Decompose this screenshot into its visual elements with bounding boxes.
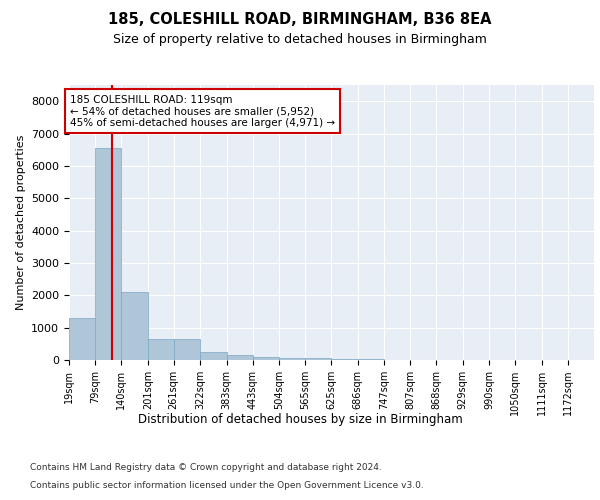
Bar: [95, 148, 121, 360]
Bar: [279, 358, 305, 360]
Bar: [148, 339, 174, 360]
Text: Distribution of detached houses by size in Birmingham: Distribution of detached houses by size …: [137, 412, 463, 426]
Bar: [305, 358, 331, 360]
Text: 185, COLESHILL ROAD, BIRMINGHAM, B36 8EA: 185, COLESHILL ROAD, BIRMINGHAM, B36 8EA: [108, 12, 492, 28]
Y-axis label: Number of detached properties: Number of detached properties: [16, 135, 26, 310]
Bar: [227, 355, 253, 360]
Text: Contains HM Land Registry data © Crown copyright and database right 2024.: Contains HM Land Registry data © Crown c…: [30, 462, 382, 471]
Bar: [69, 318, 95, 360]
Bar: [253, 357, 279, 360]
Text: Size of property relative to detached houses in Birmingham: Size of property relative to detached ho…: [113, 32, 487, 46]
Bar: [331, 359, 358, 360]
Bar: [121, 292, 148, 360]
Text: Contains public sector information licensed under the Open Government Licence v3: Contains public sector information licen…: [30, 481, 424, 490]
Text: 185 COLESHILL ROAD: 119sqm
← 54% of detached houses are smaller (5,952)
45% of s: 185 COLESHILL ROAD: 119sqm ← 54% of deta…: [70, 94, 335, 128]
Bar: [200, 352, 227, 360]
Bar: [174, 339, 200, 360]
